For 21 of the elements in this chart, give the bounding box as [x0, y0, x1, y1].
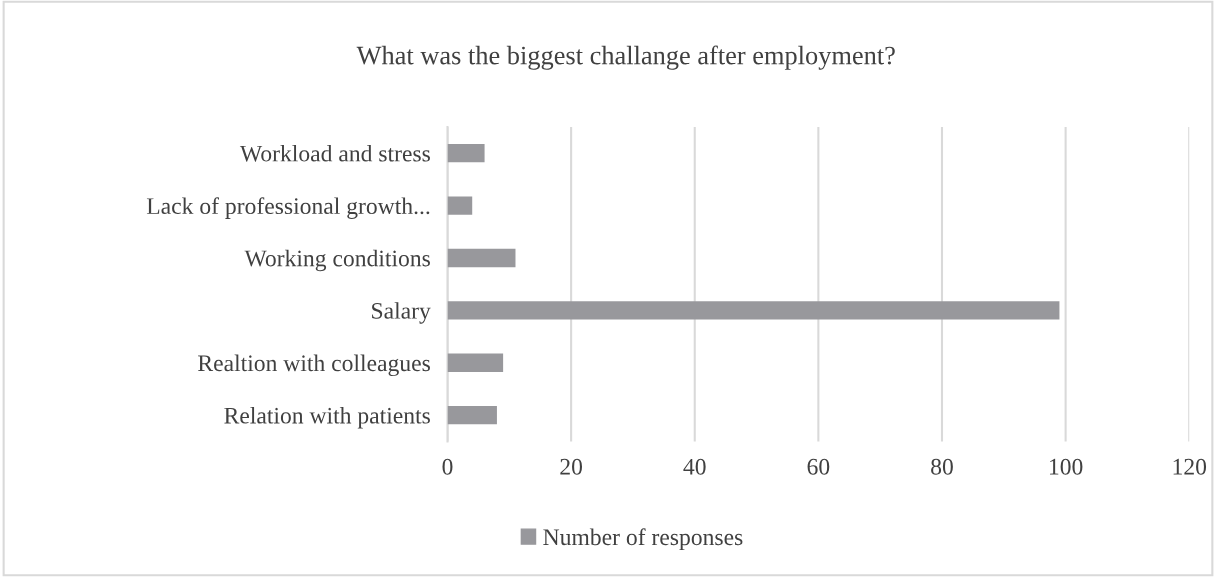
chart-title: What was the biggest challange after employment? — [356, 45, 895, 70]
y-tick-label: Lack of professional growth... — [146, 197, 430, 219]
x-tick-label: 20 — [560, 458, 583, 475]
bar — [447, 143, 485, 163]
y-tick-label: Working conditions — [244, 249, 430, 272]
bar — [447, 353, 504, 372]
bar — [447, 406, 497, 425]
y-tick-label: Relation with patients — [224, 407, 430, 429]
bar — [447, 301, 1060, 320]
x-tick-label: 60 — [807, 458, 830, 475]
x-tick-label: 40 — [683, 458, 706, 475]
x-tick-label: 80 — [931, 458, 953, 475]
y-tick-label: Salary — [372, 302, 431, 324]
y-tick-label: Realtion with colleagues — [198, 354, 430, 377]
x-tick-label: 120 — [1173, 458, 1207, 475]
y-tick-label: Workload and stress — [239, 144, 430, 162]
bar — [447, 248, 516, 268]
legend-label: Number of responses — [543, 528, 743, 550]
x-tick-label: 0 — [442, 458, 453, 475]
bar — [447, 196, 473, 215]
x-tick-label: 100 — [1049, 458, 1083, 475]
